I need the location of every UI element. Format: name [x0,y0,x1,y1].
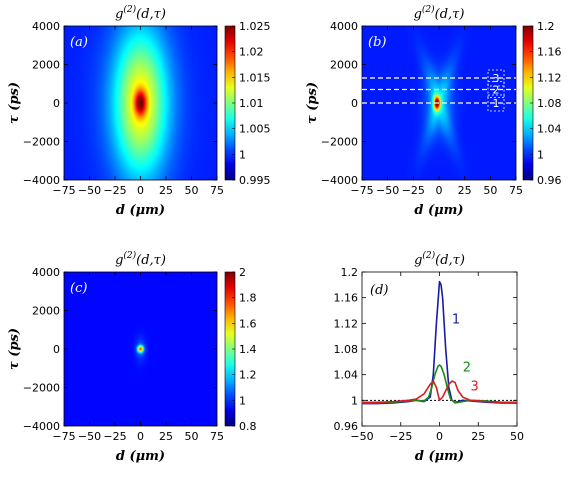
colorbar-tick-label-a: 1.015 [239,71,271,84]
colorbar-tick-label-a: 1 [239,148,246,161]
cut-label-2: 2 [493,84,500,97]
series-label-1: 1 [452,312,460,327]
y-tick-label-b: 4000 [330,20,358,33]
colorbar-tick-label-c: 1.4 [239,343,257,356]
colorbar-tick-label-a: 1.005 [239,123,271,136]
x-tick-label-b: 50 [483,184,497,197]
colorbar-tick-label-a: 1.025 [239,20,271,33]
x-tick-label-d: −50 [350,430,373,443]
cut-box-2 [487,81,505,98]
x-tick-label-c: 25 [159,430,173,443]
x-tick-label-c: 75 [210,430,224,443]
x-tick-label-c: −50 [78,430,101,443]
y-tick-label-a: 2000 [32,59,60,72]
series-label-3: 3 [471,380,479,395]
x-tick-label-b: 0 [436,184,443,197]
y-axis-label-c: τ (ps) [7,328,22,370]
x-tick-label-a: 0 [137,184,144,197]
title-c: g(2)(d,τ) [115,250,166,268]
colorbar-tick-label-a: 1.01 [239,97,264,110]
colorbar-tick-label-b: 1.2 [537,20,555,33]
x-tick-label-b: 25 [458,184,472,197]
cut-label-3: 3 [493,72,500,85]
y-tick-label-d: 1 [351,394,358,407]
x-tick-label-a: 75 [210,184,224,197]
colorbar-tick-label-a: 1.02 [239,46,264,59]
y-tick-label-a: 4000 [32,20,60,33]
panel-label-a: (a) [70,35,88,50]
x-tick-label-c: −25 [103,430,126,443]
x-tick-label-b: 75 [509,184,523,197]
x-axis-label-d: d (μm) [415,449,464,464]
colorbar-tick-label-c: 2 [239,266,246,279]
x-axis-label-c: d (μm) [116,449,165,464]
x-tick-label-b: −50 [376,184,399,197]
y-tick-label-c: 0 [53,343,60,356]
y-axis-label-b: τ (ps) [305,82,320,124]
y-tick-label-b: −4000 [321,174,358,187]
x-tick-label-d: 25 [471,430,485,443]
y-tick-label-d: 1.08 [334,343,359,356]
colorbar-tick-label-b: 1.16 [537,46,562,59]
cut-box-3 [487,69,505,87]
x-axis-label-a: d (μm) [116,203,165,218]
y-tick-label-c: −2000 [23,382,60,395]
x-tick-label-a: 50 [185,184,199,197]
x-tick-label-d: 50 [510,430,524,443]
cut-box-1 [487,94,505,112]
series-line-3 [362,380,517,404]
colorbar-tick-label-c: 1.8 [239,292,257,305]
series-line-2 [362,364,517,404]
x-tick-label-a: −75 [52,184,75,197]
colorbar-tick-label-c: 1.2 [239,369,257,382]
y-tick-label-d: 1.04 [334,369,359,382]
y-tick-label-b: 0 [351,97,358,110]
colorbar-tick-label-c: 1 [239,394,246,407]
y-tick-label-c: 4000 [32,266,60,279]
x-tick-label-d: −25 [389,430,412,443]
y-tick-label-d: 1.12 [334,317,359,330]
x-tick-label-b: −75 [350,184,373,197]
y-tick-label-c: 2000 [32,305,60,318]
y-tick-label-c: −4000 [23,420,60,433]
title-b: g(2)(d,τ) [414,4,465,22]
x-tick-label-d: 0 [436,430,443,443]
colorbar-tick-label-b: 0.96 [537,174,562,187]
y-tick-label-a: −4000 [23,174,60,187]
x-tick-label-a: 25 [159,184,173,197]
colorbar-tick-label-b: 1.08 [537,97,562,110]
heatmap-c [64,272,217,426]
x-tick-label-c: 50 [185,430,199,443]
colorbar-tick-label-c: 1.6 [239,317,257,330]
colorbar-tick-label-b: 1 [537,148,544,161]
colorbar-tick-label-c: 0.8 [239,420,257,433]
panel-label-b: (b) [368,35,386,50]
x-tick-label-c: −75 [52,430,75,443]
x-tick-label-c: 0 [137,430,144,443]
x-axis-label-b: d (μm) [414,203,463,218]
colorbar-tick-label-b: 1.04 [537,123,562,136]
colorbar-tick-label-a: 0.995 [239,174,271,187]
y-axis-label-a: τ (ps) [7,82,22,124]
y-tick-label-d: 0.96 [334,420,359,433]
y-tick-label-d: 1.16 [334,292,359,305]
heatmap-a [64,26,217,180]
x-tick-label-b: −25 [402,184,425,197]
y-tick-label-a: 0 [53,97,60,110]
y-tick-label-b: −2000 [321,136,358,149]
y-tick-label-a: −2000 [23,136,60,149]
colorbar-tick-label-b: 1.12 [537,71,562,84]
y-tick-label-b: 2000 [330,59,358,72]
cut-label-1: 1 [493,97,500,110]
panel-label-c: (c) [70,281,87,296]
title-d: g(2)(d,τ) [414,250,465,268]
title-a: g(2)(d,τ) [115,4,166,22]
x-tick-label-a: −50 [78,184,101,197]
y-tick-label-d: 1.2 [341,266,359,279]
series-label-2: 2 [463,360,471,375]
panel-label-d: (d) [370,283,388,298]
x-tick-label-a: −25 [103,184,126,197]
